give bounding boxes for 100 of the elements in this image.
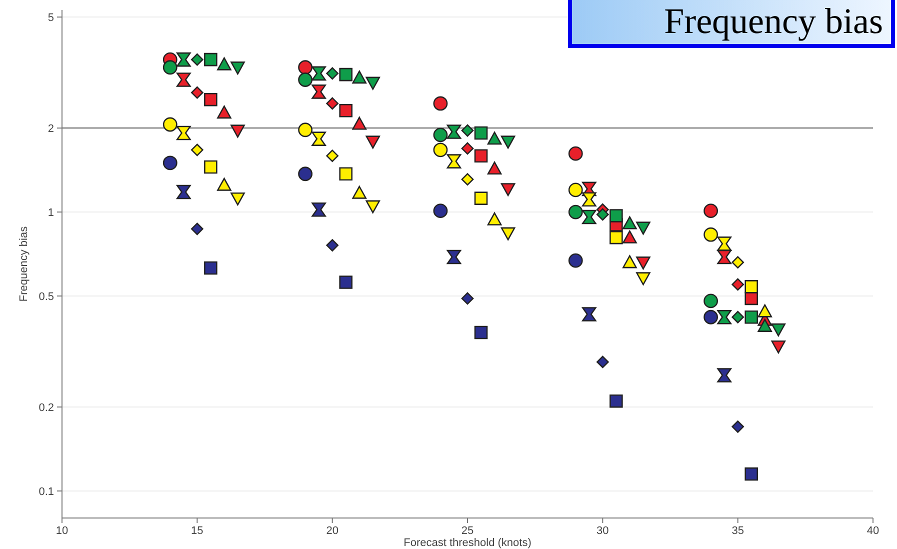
point (352, 116, 367, 130)
point (204, 160, 218, 174)
point (461, 173, 474, 186)
point (352, 70, 367, 84)
point (704, 294, 718, 308)
point (758, 304, 772, 318)
chart-title: Frequency bias (664, 1, 883, 41)
point (433, 128, 448, 142)
point (204, 92, 218, 106)
point (190, 86, 204, 99)
point (474, 192, 488, 205)
point (339, 68, 352, 82)
point (312, 84, 326, 99)
x-tick-label: 10 (56, 525, 68, 537)
point (190, 144, 204, 156)
point (500, 136, 516, 149)
point (474, 326, 488, 340)
point (717, 236, 732, 251)
point (568, 204, 583, 220)
point (230, 192, 245, 206)
x-axis-title: Forecast threshold (knots) (404, 537, 532, 549)
point (217, 106, 232, 119)
point (596, 356, 609, 368)
point (204, 52, 218, 66)
point (312, 132, 326, 146)
point (704, 204, 718, 218)
point (162, 60, 178, 75)
point (704, 227, 718, 242)
point (326, 150, 339, 162)
point (610, 394, 623, 408)
point (176, 72, 191, 87)
point (717, 368, 732, 382)
point (366, 136, 380, 149)
point (298, 166, 313, 182)
point (433, 204, 448, 218)
point (732, 278, 744, 291)
point (474, 126, 488, 140)
point (204, 261, 218, 275)
point (622, 230, 637, 244)
point (366, 200, 380, 214)
point (298, 72, 313, 87)
point (568, 146, 583, 161)
point (339, 276, 352, 289)
point (217, 178, 232, 191)
x-tick-label: 30 (596, 525, 609, 537)
point (610, 230, 623, 244)
x-tick-label: 15 (191, 525, 204, 537)
point (339, 104, 352, 118)
point (622, 216, 637, 230)
point (568, 182, 583, 198)
point (596, 208, 609, 221)
point (352, 186, 367, 199)
point (298, 122, 313, 138)
x-tick-label: 20 (326, 525, 338, 537)
point (744, 467, 758, 481)
point (298, 60, 313, 75)
point (446, 124, 462, 139)
point (771, 323, 786, 336)
point (500, 227, 516, 240)
point (176, 52, 191, 67)
point (461, 124, 474, 137)
point (190, 53, 204, 66)
point (326, 239, 339, 252)
point (176, 126, 191, 140)
point (717, 310, 732, 324)
y-tick-label: 0.5 (38, 290, 54, 303)
point (433, 142, 448, 158)
point (636, 272, 650, 286)
point (326, 67, 339, 80)
point (461, 292, 474, 305)
point (704, 310, 718, 324)
point (312, 202, 326, 217)
y-tick-label: 1 (48, 206, 54, 219)
point (487, 162, 502, 175)
point (474, 149, 488, 162)
point (162, 117, 178, 132)
y-tick-label: 0.2 (38, 402, 54, 414)
point (487, 212, 502, 226)
point (732, 420, 744, 433)
x-tick-label: 25 (461, 525, 474, 537)
point (582, 192, 596, 207)
y-tick-label: 5 (48, 12, 54, 24)
point (622, 255, 637, 268)
point (461, 142, 474, 155)
point (582, 307, 596, 322)
point (339, 167, 352, 181)
y-tick-label: 0.1 (38, 486, 54, 498)
point (446, 250, 462, 264)
point (217, 57, 232, 70)
point (433, 96, 448, 111)
point (326, 97, 339, 110)
x-tick-label: 40 (866, 525, 880, 537)
x-tick-label: 35 (732, 525, 744, 537)
point (610, 209, 623, 222)
y-axis-title: Frequency bias (18, 226, 30, 302)
point (446, 154, 462, 168)
point (758, 318, 772, 332)
point (230, 62, 245, 75)
point (568, 253, 583, 268)
y-tick-label: 2 (48, 122, 54, 135)
